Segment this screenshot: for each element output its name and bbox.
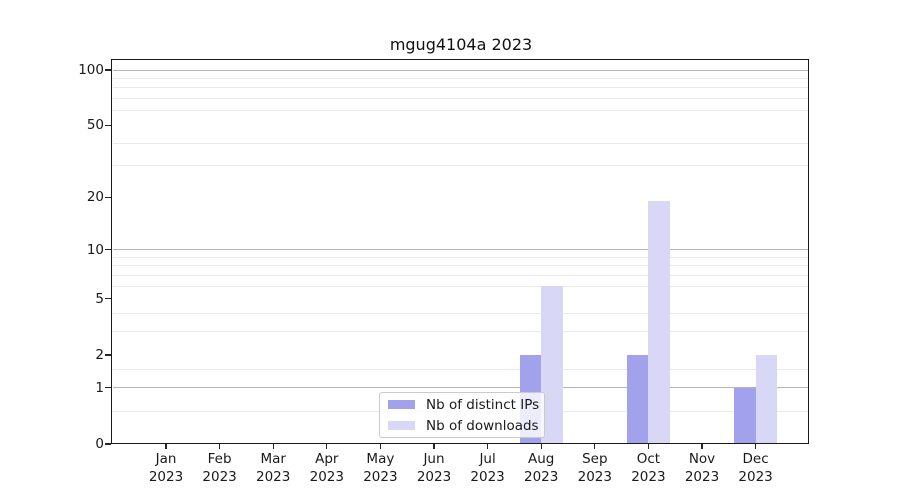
x-tick-mark <box>379 444 382 449</box>
minor-gridline <box>113 142 808 144</box>
x-tick-month: Oct <box>636 451 661 467</box>
x-tick-mark <box>754 444 757 449</box>
minor-gridline <box>113 256 808 258</box>
x-tick-label: Mar 2023 <box>241 451 305 486</box>
major-gridline <box>113 387 808 389</box>
x-tick-month: Nov <box>688 451 716 467</box>
x-tick-label: Oct 2023 <box>616 451 680 486</box>
x-tick-label: Jun 2023 <box>402 451 466 486</box>
minor-gridline <box>113 274 808 276</box>
y-tick-label: 2 <box>95 346 104 363</box>
x-tick-year: 2023 <box>416 468 452 485</box>
legend-swatch-distinct-ips-icon <box>388 400 415 409</box>
y-tick-mark <box>105 124 111 127</box>
x-tick-mark <box>701 444 703 449</box>
legend-item-downloads: Nb of downloads <box>380 416 544 435</box>
x-tick-mark <box>218 444 221 449</box>
y-tick-mark <box>105 298 111 300</box>
x-tick-label: Jan 2023 <box>134 451 198 486</box>
bar-dec-distinct-ips <box>734 387 756 444</box>
x-tick-month: Sep <box>582 451 608 467</box>
y-tick-label: 5 <box>95 290 104 307</box>
x-tick-year: 2023 <box>363 468 398 485</box>
x-tick-mark <box>486 444 489 449</box>
minor-gridline <box>113 313 808 315</box>
minor-gridline <box>113 331 808 333</box>
y-tick-mark <box>105 443 111 445</box>
minor-gridline <box>113 165 808 167</box>
x-tick-label: Jul 2023 <box>456 451 520 486</box>
legend: Nb of distinct IPs Nb of downloads <box>379 392 545 438</box>
y-tick-mark <box>105 69 111 71</box>
x-tick-year: 2023 <box>202 468 237 485</box>
x-tick-mark <box>433 444 435 449</box>
x-tick-label: May 2023 <box>348 451 412 486</box>
y-tick-label: 1 <box>95 379 104 396</box>
minor-gridline <box>113 77 808 79</box>
x-tick-year: 2023 <box>309 468 344 485</box>
y-tick-label: 100 <box>78 62 104 78</box>
x-tick-year: 2023 <box>256 468 291 485</box>
x-tick-mark <box>540 444 542 449</box>
x-tick-month: Feb <box>207 451 232 467</box>
x-tick-label: Nov 2023 <box>670 451 734 486</box>
y-tick-label: 20 <box>86 189 104 206</box>
legend-swatch-downloads-icon <box>388 421 415 430</box>
plot-frame <box>111 59 809 444</box>
x-tick-year: 2023 <box>524 468 559 485</box>
major-gridline <box>113 249 808 251</box>
x-tick-mark <box>272 444 274 449</box>
x-tick-label: Sep 2023 <box>563 451 627 486</box>
x-tick-month: Mar <box>260 451 286 467</box>
x-tick-year: 2023 <box>148 468 184 485</box>
bar-aug-downloads <box>541 286 563 444</box>
major-gridline <box>113 69 808 71</box>
x-tick-year: 2023 <box>577 468 612 485</box>
x-tick-year: 2023 <box>738 468 773 485</box>
x-tick-month: Apr <box>315 451 339 467</box>
x-tick-mark <box>594 444 596 449</box>
x-tick-label: Aug 2023 <box>509 451 573 486</box>
legend-item-distinct-ips: Nb of distinct IPs <box>380 395 544 414</box>
x-tick-label: Apr 2023 <box>295 451 359 486</box>
minor-gridline <box>113 87 808 89</box>
minor-gridline <box>113 110 808 112</box>
minor-gridline <box>113 265 808 267</box>
y-tick-mark <box>105 354 111 356</box>
y-tick-label: 50 <box>86 117 104 134</box>
x-tick-year: 2023 <box>684 468 720 485</box>
y-tick-mark <box>105 196 111 198</box>
x-tick-month: Jun <box>423 451 445 467</box>
x-tick-year: 2023 <box>631 468 666 485</box>
x-tick-month: Dec <box>742 451 769 467</box>
x-tick-mark <box>326 444 328 449</box>
x-tick-mark <box>647 444 650 449</box>
x-tick-month: Jul <box>479 451 496 467</box>
minor-gridline <box>113 98 808 100</box>
y-tick-label: 10 <box>86 241 104 258</box>
minor-gridline <box>113 285 808 287</box>
x-tick-month: Jan <box>155 451 177 467</box>
x-tick-year: 2023 <box>470 468 505 485</box>
chart-title: mgug4104a 2023 <box>389 35 533 54</box>
bar-oct-downloads <box>648 201 670 444</box>
legend-label-distinct-ips: Nb of distinct IPs <box>426 396 540 413</box>
y-tick-label: 0 <box>95 436 104 452</box>
y-tick-mark <box>105 249 111 251</box>
x-tick-mark <box>165 444 167 449</box>
x-tick-month: Aug <box>528 451 555 467</box>
x-tick-label: Dec 2023 <box>724 451 788 486</box>
y-tick-mark <box>105 387 111 389</box>
legend-label-downloads: Nb of downloads <box>426 417 539 434</box>
x-tick-month: May <box>366 451 395 467</box>
bar-oct-distinct-ips <box>627 354 649 444</box>
bar-dec-downloads <box>755 354 777 444</box>
minor-gridline <box>113 369 808 371</box>
x-tick-label: Feb 2023 <box>188 451 252 486</box>
